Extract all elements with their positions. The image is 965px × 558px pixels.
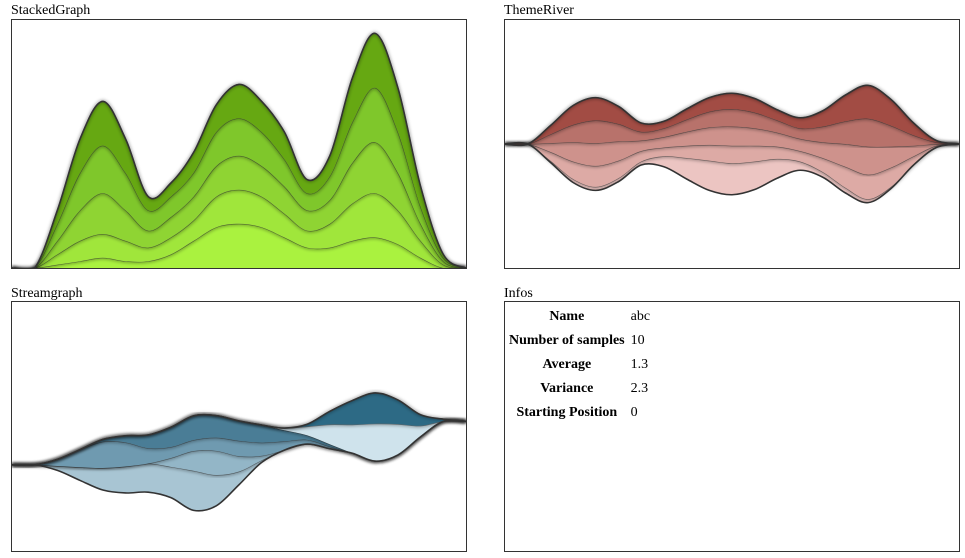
series-area-4	[12, 87, 466, 268]
series-area-3	[12, 142, 466, 268]
stacked-graph-title: StackedGraph	[11, 3, 91, 18]
envelope-bottom	[505, 141, 959, 204]
series-area-5	[505, 85, 959, 146]
info-value: 0	[630, 405, 638, 420]
info-row-name: Name abc	[507, 305, 652, 329]
series-area-4	[12, 414, 466, 466]
series-area-3	[12, 420, 466, 469]
streamgraph-title: Streamgraph	[11, 286, 83, 301]
series-area-2	[12, 189, 466, 268]
info-row-samples: Number of samples 10	[507, 329, 652, 353]
streamgraph-chart	[12, 391, 466, 512]
series-area-3	[505, 126, 959, 175]
infos-table: Name abc Number of samples 10 Average 1.…	[507, 305, 652, 425]
stacked-graph-panel	[11, 19, 467, 269]
info-row-starting-position: Starting Position 0	[507, 401, 652, 425]
series-edge-4	[12, 87, 466, 268]
info-key: Average	[542, 357, 592, 372]
info-value: 1.3	[630, 357, 649, 372]
series-area-2	[12, 420, 466, 476]
theme-river-chart	[505, 83, 959, 204]
info-row-variance: Variance 2.3	[507, 377, 652, 401]
info-value: 2.3	[630, 381, 649, 396]
series-area-6	[12, 392, 466, 466]
info-value: abc	[630, 309, 651, 324]
series-area-5	[12, 33, 466, 268]
theme-river-title: ThemeRiver	[504, 3, 574, 18]
series-area-2	[505, 142, 959, 200]
envelope-top	[505, 84, 959, 147]
info-key: Name	[549, 309, 585, 324]
info-row-average: Average 1.3	[507, 353, 652, 377]
series-area-4	[505, 108, 959, 147]
stacked-graph-chart	[12, 31, 466, 268]
series-area-1	[12, 420, 466, 511]
info-key: Variance	[540, 381, 594, 396]
theme-river-panel	[504, 19, 960, 269]
infos-title: Infos	[504, 286, 533, 301]
streamgraph-panel	[11, 301, 467, 552]
infos-panel: Name abc Number of samples 10 Average 1.…	[504, 301, 960, 552]
info-value: 10	[630, 333, 645, 348]
envelope-top	[12, 32, 466, 268]
series-area-1	[505, 142, 959, 203]
series-area-1	[12, 223, 466, 268]
info-key: Starting Position	[516, 405, 618, 420]
envelope-top	[12, 392, 466, 467]
envelope-bottom	[12, 419, 466, 512]
info-key: Number of samples	[509, 333, 625, 348]
